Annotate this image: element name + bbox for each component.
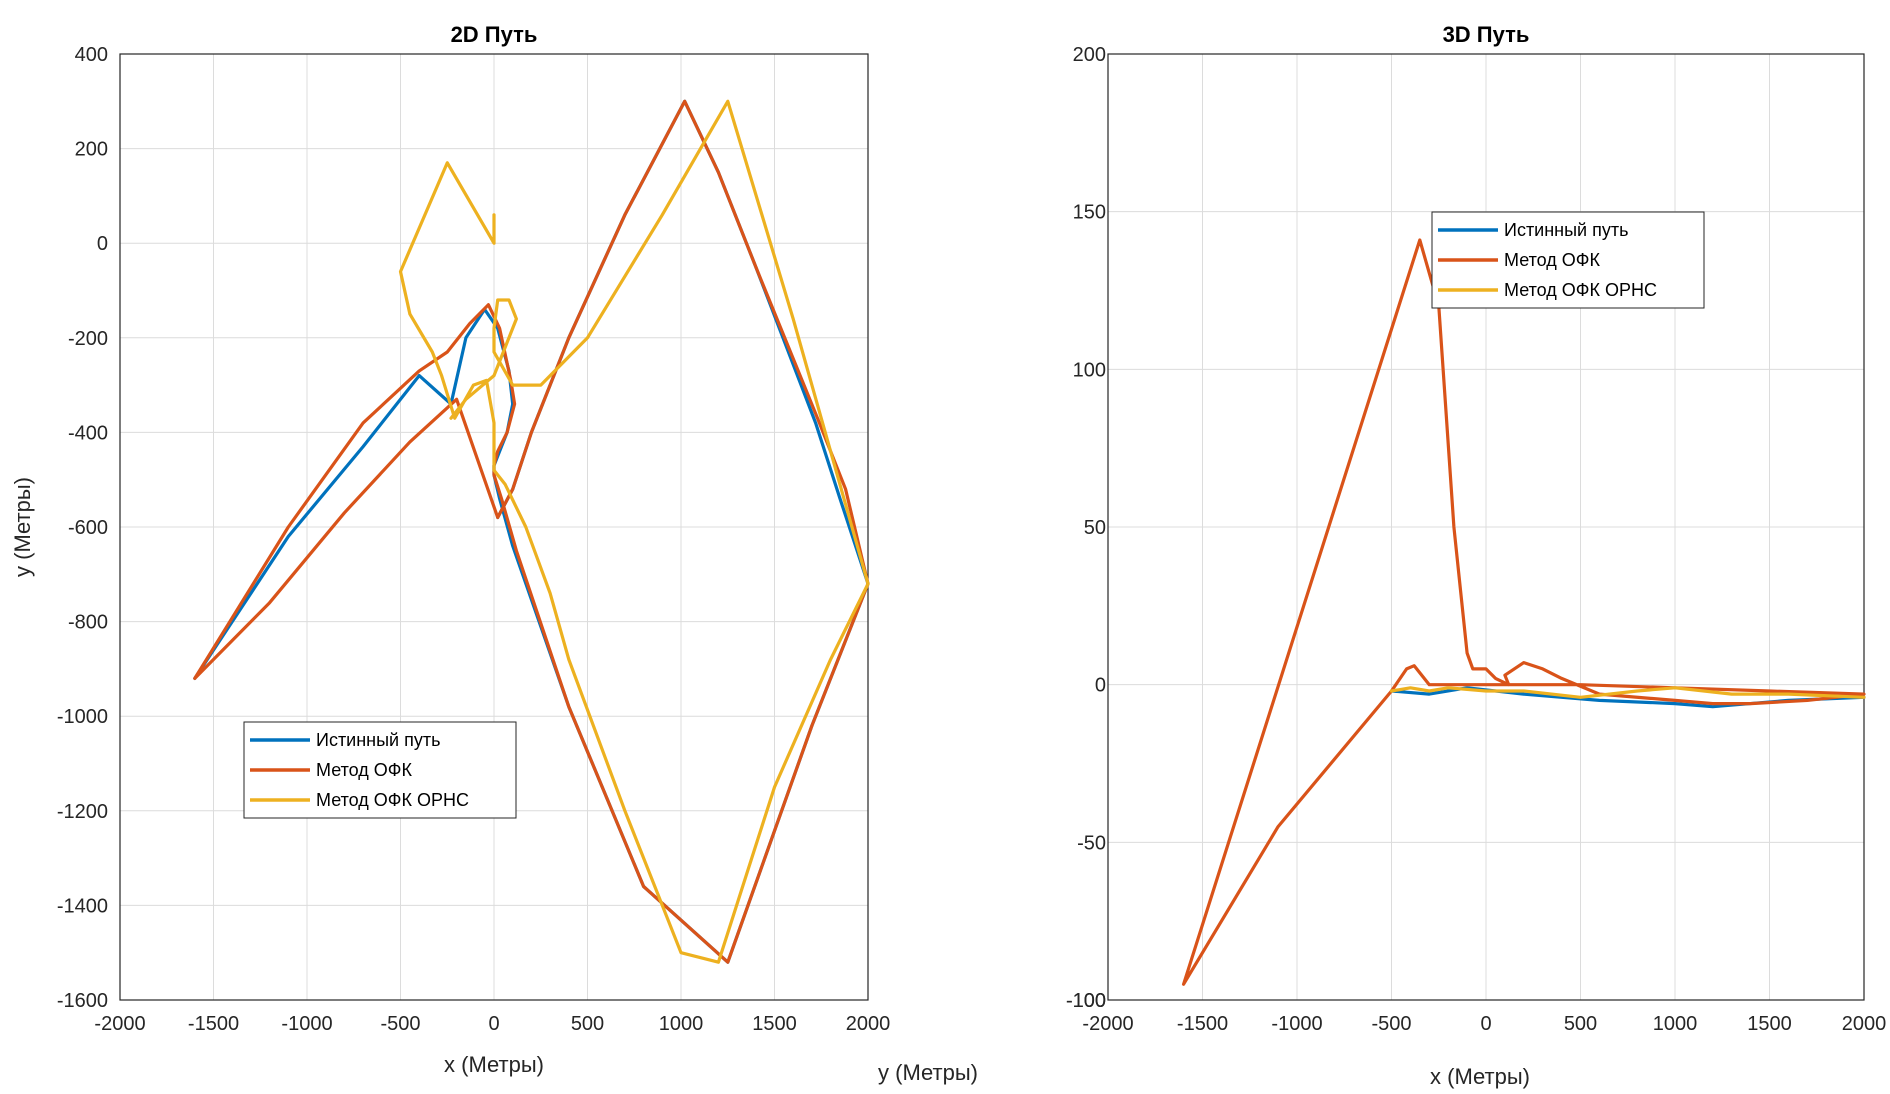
x-tick-label-3d: 500: [1564, 1013, 1597, 1035]
y-tick-label-3d: -100: [1066, 990, 1106, 1012]
x-tick-label-3d: 0: [1480, 1013, 1491, 1035]
x-tick-label-3d: -1000: [1271, 1013, 1322, 1035]
y-tick-label-2d: -800: [68, 612, 108, 634]
chart-3d-path: -2000 -1500 -1000 -500 0 500 1000 1500 2000 2001…: [1066, 22, 1886, 1089]
y-tick-label-2d: -1400: [57, 895, 108, 917]
series-group-2d: [193, 99, 870, 964]
x-tick-label-2d: -1000: [281, 1013, 332, 1035]
x-tick-label-3d: -500: [1371, 1013, 1411, 1035]
x-tick-label-2d: -1500: [188, 1013, 239, 1035]
y-tick-label-2d: 400: [75, 44, 108, 66]
y-tick-label-3d: 50: [1084, 517, 1106, 539]
y-tick-label-2d: -1000: [57, 706, 108, 728]
legend-label-2d: Истинный путь: [316, 730, 440, 750]
y-tick-label-2d: 0: [97, 233, 108, 255]
y-tick-label-3d: 0: [1095, 675, 1106, 697]
y-tick-label-3d: -50: [1077, 832, 1106, 854]
x-tick-label-3d: 2000: [1842, 1013, 1887, 1035]
legend-label-3d: Метод ОФК: [1504, 250, 1600, 270]
x-axis-label-3d: x (Метры): [1430, 1064, 1530, 1089]
series-line-3d-3: [1389, 686, 1866, 699]
x-tick-label-3d: 1000: [1653, 1013, 1698, 1035]
chart-2d-path: -2000 -1500 -1000 -500 0 500 1000 1500 2000 4002…: [10, 22, 978, 1085]
y-tick-labels-2d: 400 200 0 -200 -400 -600 -800 -1000 -1200 -1400 -1…: [57, 44, 108, 1012]
x-tick-label-3d: -2000: [1082, 1013, 1133, 1035]
x-tick-label-2d: 2000: [846, 1013, 891, 1035]
extra-axis-label-2d: y (Метры): [878, 1060, 978, 1085]
legend-label-3d: Метод ОФК ОРНС: [1504, 280, 1657, 300]
y-tick-label-3d: -100: [1066, 990, 1106, 1012]
y-axis-label-2d: y (Метры): [10, 477, 35, 577]
legend-label-2d: Метод ОФК ОРНС: [316, 790, 469, 810]
y-tick-label-2d: -600: [68, 517, 108, 539]
legend-3d: Истинный путь Метод ОФК Метод ОФК ОРНС: [1431, 211, 1705, 309]
x-tick-labels-3d: -2000 -1500 -1000 -500 0 500 1000 1500 2000: [1082, 1013, 1886, 1035]
x-axis-label-2d: x (Метры): [444, 1052, 544, 1077]
y-tick-label-2d: -200: [68, 328, 108, 350]
x-tick-label-2d: 0: [488, 1013, 499, 1035]
y-tick-label-3d: 200: [1073, 44, 1106, 66]
series-group-3d: [1181, 238, 1866, 986]
x-tick-label-3d: -1500: [1177, 1013, 1228, 1035]
y-tick-label-2d: 200: [75, 139, 108, 161]
y-tick-label-2d: -1600: [57, 990, 108, 1012]
axes-frame-3d: [1107, 53, 1865, 1001]
legend-2d: Истинный путь Метод ОФК Метод ОФК ОРНС: [243, 721, 517, 819]
x-tick-label-3d: 1500: [1747, 1013, 1792, 1035]
x-tick-label-2d: 1000: [659, 1013, 704, 1035]
x-tick-label-2d: -2000: [94, 1013, 145, 1035]
y-tick-label-2d: -400: [68, 422, 108, 444]
axes-frame-2d: [119, 53, 869, 1001]
x-tick-labels-2d: -2000 -1500 -1000 -500 0 500 1000 1500 2000: [94, 1013, 890, 1035]
x-tick-label-2d: 1500: [752, 1013, 797, 1035]
legend-label-2d: Метод ОФК: [316, 760, 412, 780]
y-tick-label-3d: 150: [1073, 202, 1106, 224]
x-tick-label-2d: 500: [571, 1013, 604, 1035]
series-line-2d-3: [398, 99, 870, 964]
series-line-3d-2: [1181, 238, 1866, 986]
chart-title-3d: 3D Путь: [1443, 22, 1530, 47]
legend-label-3d: Истинный путь: [1504, 220, 1628, 240]
x-tick-label-2d: -500: [380, 1013, 420, 1035]
chart-title-2d: 2D Путь: [451, 22, 538, 47]
y-tick-label-3d: 100: [1073, 359, 1106, 381]
y-tick-label-2d: -1200: [57, 801, 108, 823]
